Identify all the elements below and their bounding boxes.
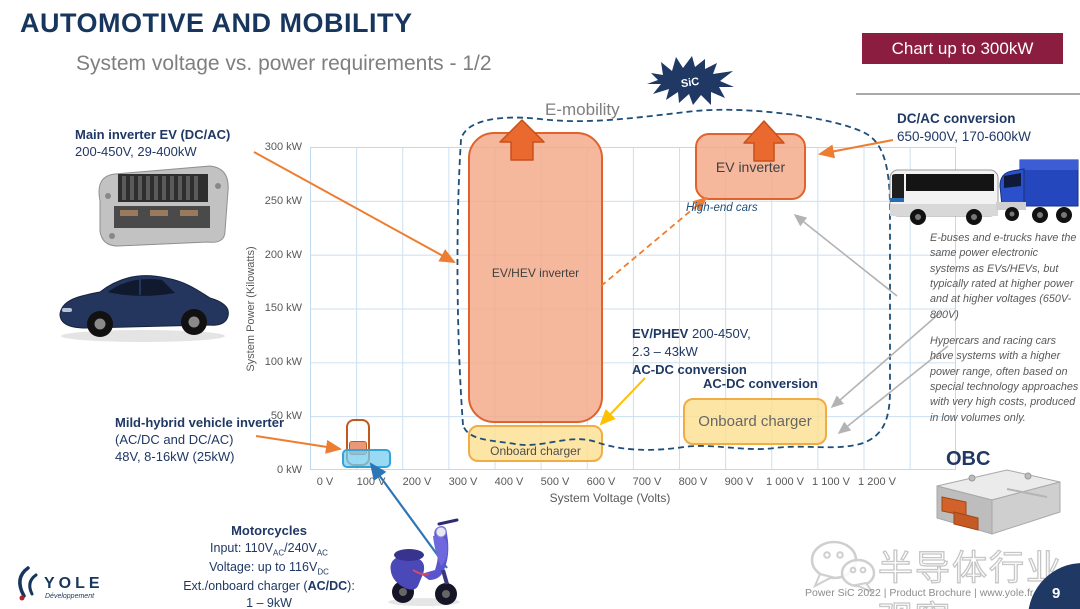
x-tick: 800 V bbox=[678, 476, 708, 488]
mild-hybrid-annotation: Mild-hybrid vehicle inverter (AC/DC and … bbox=[115, 415, 284, 466]
side-note-hypercars: Hypercars and racing cars have systems w… bbox=[930, 334, 1079, 424]
x-tick: 400 V bbox=[494, 476, 524, 488]
high-end-cars-label: High-end cars bbox=[686, 202, 758, 214]
side-notes: E-buses and e-trucks have the same power… bbox=[930, 231, 1080, 437]
header-divider bbox=[856, 93, 1080, 95]
motorcycles-charger-line: Ext./onboard charger (AC/DC): bbox=[183, 579, 355, 594]
yole-logo: YOLE Développement bbox=[18, 566, 104, 601]
dcac-title: DC/AC conversion bbox=[897, 111, 1016, 126]
e-bus-image bbox=[889, 169, 999, 225]
motorcycles-input-line: Input: 110VAC/240VAC bbox=[210, 540, 328, 558]
dcac-annotation: DC/AC conversion 650-900V, 170-600kW bbox=[897, 110, 1031, 145]
motorcycles-voltage-line: Voltage: up to 116VDC bbox=[209, 560, 329, 577]
acdc-conversion-label: AC-DC conversion bbox=[703, 376, 818, 391]
x-tick: 1 000 V bbox=[766, 476, 804, 488]
obc-label: OBC bbox=[946, 448, 991, 470]
x-tick: 0 V bbox=[316, 476, 334, 488]
x-tick: 600 V bbox=[586, 476, 616, 488]
page-subtitle: System voltage vs. power requirements - … bbox=[76, 52, 492, 75]
x-tick: 100 V bbox=[356, 476, 386, 488]
main-inverter-annotation: Main inverter EV (DC/AC) 200-450V, 29-40… bbox=[75, 127, 230, 161]
x-tick: 200 V bbox=[402, 476, 432, 488]
side-note-ebuses: E-buses and e-trucks have the same power… bbox=[930, 232, 1077, 321]
obc-charger-image bbox=[936, 469, 1061, 535]
tesla-car-image bbox=[59, 275, 229, 342]
mild-hybrid-line3: 48V, 8-16kW (25kW) bbox=[115, 448, 235, 464]
motorcycles-title: Motorcycles bbox=[231, 523, 307, 538]
x-tick: 900 V bbox=[724, 476, 754, 488]
page-title: AUTOMOTIVE AND MOBILITY bbox=[20, 8, 413, 38]
y-tick: 0 kW bbox=[276, 464, 302, 476]
motorcycles-annotation: Motorcycles Input: 110VAC/240VAC Voltage… bbox=[183, 522, 355, 609]
x-tick: 1 100 V bbox=[812, 476, 850, 488]
region-ev-hev-inverter: EV/HEV inverter bbox=[468, 132, 603, 423]
ev-phev-annotation: EV/PHEV 200-450V, 2.3 – 43kW AC-DC conve… bbox=[632, 325, 751, 380]
y-tick: 100 kW bbox=[264, 356, 302, 368]
ev-phev-line2: 2.3 – 43kW bbox=[632, 344, 698, 360]
region-label: Onboard charger bbox=[698, 413, 812, 430]
region-ev-inverter: EV inverter bbox=[695, 133, 806, 200]
footer-text: Power SiC 2022 | Product Brochure | www.… bbox=[805, 587, 1074, 599]
scooter-image bbox=[388, 518, 460, 606]
page-number: 9 bbox=[1052, 585, 1061, 602]
inverter-module-image bbox=[98, 165, 229, 247]
motorcycles-power-line: 1 – 9kW bbox=[246, 596, 292, 609]
yole-logo-text: YOLE bbox=[44, 575, 104, 592]
chart-plot-area bbox=[310, 147, 956, 470]
ev-phev-line3: AC-DC conversion bbox=[632, 362, 747, 378]
sic-label: SiC bbox=[680, 76, 700, 90]
x-axis-title: System Voltage (Volts) bbox=[549, 491, 671, 505]
y-tick: 250 kW bbox=[264, 195, 302, 207]
yole-logo-subtext: Développement bbox=[45, 593, 95, 600]
wechat-icon bbox=[810, 540, 876, 595]
main-inverter-title: Main inverter EV (DC/AC) bbox=[75, 127, 231, 142]
region-onboard-charger-2: Onboard charger bbox=[683, 398, 827, 445]
x-tick: 1 200 V bbox=[858, 476, 896, 488]
x-tick: 300 V bbox=[448, 476, 478, 488]
y-tick: 200 kW bbox=[264, 249, 302, 261]
region-motorcycles bbox=[342, 449, 391, 468]
x-tick: 700 V bbox=[632, 476, 662, 488]
main-inverter-detail: 200-450V, 29-400kW bbox=[75, 143, 197, 159]
watermark-text: 半导体行业观察 bbox=[877, 548, 1064, 609]
y-tick: 300 kW bbox=[264, 141, 302, 153]
e-mobility-label: E-mobility bbox=[545, 100, 620, 119]
e-truck-image bbox=[996, 159, 1079, 223]
region-onboard-charger-1: Onboard charger bbox=[468, 425, 603, 462]
ev-phev-line1: EV/PHEV 200-450V, bbox=[632, 326, 751, 341]
y-tick: 50 kW bbox=[270, 410, 302, 422]
region-label: Onboard charger bbox=[490, 443, 581, 458]
dcac-detail: 650-900V, 170-600kW bbox=[897, 128, 1031, 144]
x-tick: 500 V bbox=[540, 476, 570, 488]
region-label: EV inverter bbox=[715, 158, 786, 175]
y-tick: 150 kW bbox=[264, 302, 302, 314]
mild-hybrid-title: Mild-hybrid vehicle inverter bbox=[115, 415, 285, 430]
chart-range-badge: Chart up to 300kW bbox=[862, 33, 1063, 64]
mild-hybrid-line2: (AC/DC and DC/AC) bbox=[115, 431, 234, 447]
sic-starburst-icon: SiC bbox=[647, 56, 734, 105]
region-label: EV/HEV inverter bbox=[491, 265, 580, 280]
